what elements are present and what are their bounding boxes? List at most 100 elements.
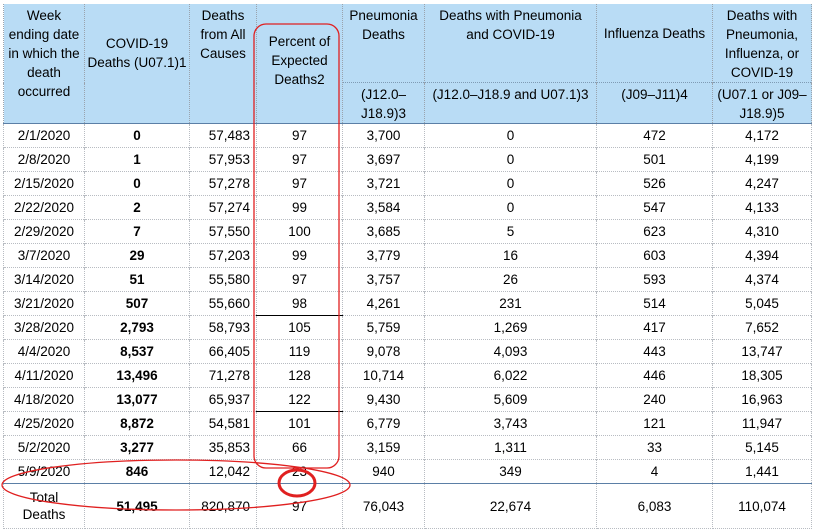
pneumonia-covid-deaths-cell: 6,022 (424, 363, 597, 388)
combined-deaths-cell: 4,310 (712, 219, 812, 244)
pneumonia-deaths-cell: 5,759 (342, 315, 425, 340)
total-combined-deaths-cell: 110,074 (712, 483, 812, 529)
influenza-deaths-cell: 593 (596, 267, 713, 292)
table-row: 2/22/2020 2 57,274 99 3,584 0 547 4,133 (3, 195, 812, 220)
influenza-deaths-cell: 121 (596, 411, 713, 436)
percent-expected-cell: 100 (256, 219, 343, 244)
week-date-cell: 4/18/2020 (3, 387, 85, 412)
combined-deaths-cell: 11,947 (712, 411, 812, 436)
week-date-cell: 2/22/2020 (3, 195, 85, 220)
week-date-cell: 2/15/2020 (3, 171, 85, 196)
covid-deaths-cell: 846 (84, 459, 190, 484)
covid-deaths-table-view: Week ending date in which the death occu… (1, 4, 812, 529)
all-causes-header: Deaths from All Causes (189, 4, 257, 124)
total-all-causes-deaths-cell: 820,870 (189, 483, 257, 529)
combined-deaths-cell: 13,747 (712, 339, 812, 364)
covid-deaths-cell: 507 (84, 291, 190, 316)
pneumonia-covid-deaths-cell: 0 (424, 123, 597, 148)
covid-deaths-cell: 8,537 (84, 339, 190, 364)
pneumonia-deaths-cell: 940 (342, 459, 425, 484)
influenza-deaths-cell: 472 (596, 123, 713, 148)
pneumonia-deaths-cell: 3,697 (342, 147, 425, 172)
influenza-deaths-cell: 33 (596, 435, 713, 460)
influenza-deaths-cell: 526 (596, 171, 713, 196)
covid-deaths-header: COVID-19 Deaths (U07.1)1 (84, 4, 190, 124)
pneumonia-covid-deaths-cell: 3,743 (424, 411, 597, 436)
percent-expected-cell: 98 (256, 291, 343, 316)
percent-expected-cell: 99 (256, 243, 343, 268)
all-causes-deaths-cell: 57,953 (189, 147, 257, 172)
week-date-cell: 3/21/2020 (3, 291, 85, 316)
all-causes-deaths-cell: 35,853 (189, 435, 257, 460)
table-body: 2/1/2020 0 57,483 97 3,700 0 472 4,172 2/8/2020 1… (3, 123, 812, 529)
covid-deaths-cell: 1 (84, 147, 190, 172)
covid-deaths-cell: 3,277 (84, 435, 190, 460)
table-header: Week ending date in which the death occu… (3, 4, 812, 124)
covid-deaths-cell: 7 (84, 219, 190, 244)
table-row: 2/8/2020 1 57,953 97 3,697 0 501 4,199 (3, 147, 812, 172)
percent-expected-cell: 105 (256, 315, 343, 340)
table-row: 4/4/2020 8,537 66,405 119 9,078 4,093 443 13,74… (3, 339, 812, 364)
influenza-deaths-cell: 501 (596, 147, 713, 172)
pneumonia-deaths-cell: 3,159 (342, 435, 425, 460)
combined-deaths-cell: 5,045 (712, 291, 812, 316)
table-row: 2/1/2020 0 57,483 97 3,700 0 472 4,172 (3, 123, 812, 148)
pneumonia-deaths-cell: 4,261 (342, 291, 425, 316)
table-row: 4/25/2020 8,872 54,581 101 6,779 3,743 121 11,9… (3, 411, 812, 436)
pneumonia-covid-deaths-cell: 0 (424, 147, 597, 172)
total-week-date-cell: Total Deaths (3, 483, 85, 529)
total-row: Total Deaths 51,495 820,870 97 76,043 22,674 6… (3, 483, 812, 529)
table-row: 5/9/2020 846 12,042 23 940 349 4 1,441 (3, 459, 812, 484)
weekly-deaths-table: Week ending date in which the death occu… (3, 4, 812, 529)
all-causes-deaths-cell: 57,274 (189, 195, 257, 220)
table-row: 3/28/2020 2,793 58,793 105 5,759 1,269 417 7,65… (3, 315, 812, 340)
pneumonia-header: Pneumonia Deaths (342, 4, 425, 83)
pneumonia-deaths-cell: 3,779 (342, 243, 425, 268)
percent-expected-cell: 99 (256, 195, 343, 220)
pneumonia-covid-deaths-cell: 16 (424, 243, 597, 268)
week-date-cell: 4/11/2020 (3, 363, 85, 388)
pneumonia-deaths-cell: 3,685 (342, 219, 425, 244)
pneumonia-covid-deaths-cell: 1,311 (424, 435, 597, 460)
covid-deaths-cell: 0 (84, 123, 190, 148)
percent-expected-cell: 122 (256, 387, 343, 412)
pneumonia-covid-deaths-cell: 0 (424, 195, 597, 220)
influenza-deaths-cell: 446 (596, 363, 713, 388)
week-date-cell: 3/14/2020 (3, 267, 85, 292)
table-row: 4/18/2020 13,077 65,937 122 9,430 5,609 240 16,… (3, 387, 812, 412)
week-date-cell: 2/1/2020 (3, 123, 85, 148)
influenza-deaths-cell: 514 (596, 291, 713, 316)
covid-deaths-cell: 8,872 (84, 411, 190, 436)
percent-expected-cell: 97 (256, 123, 343, 148)
all-causes-deaths-cell: 57,203 (189, 243, 257, 268)
covid-deaths-cell: 29 (84, 243, 190, 268)
percent-expected-cell: 128 (256, 363, 343, 388)
table-row: 4/11/2020 13,496 71,278 128 10,714 6,022 446 18… (3, 363, 812, 388)
percent-expected-cell: 66 (256, 435, 343, 460)
week-date-cell: 4/25/2020 (3, 411, 85, 436)
pneumonia-covid-codes: (J12.0–J18.9 and U07.1)3 (424, 82, 597, 124)
percent-expected-cell: 23 (256, 459, 343, 484)
week-date-cell: 3/28/2020 (3, 315, 85, 340)
table-row: 5/2/2020 3,277 35,853 66 3,159 1,311 33 5,145 (3, 435, 812, 460)
pneumonia-deaths-cell: 3,700 (342, 123, 425, 148)
pneumonia-covid-deaths-cell: 1,269 (424, 315, 597, 340)
covid-deaths-cell: 51 (84, 267, 190, 292)
pneumonia-deaths-cell: 3,584 (342, 195, 425, 220)
week-date-cell: 2/29/2020 (3, 219, 85, 244)
all-causes-deaths-cell: 71,278 (189, 363, 257, 388)
pneumonia-covid-header: Deaths with Pneumonia and COVID-19 (424, 4, 597, 83)
combined-deaths-cell: 16,963 (712, 387, 812, 412)
total-influenza-deaths-cell: 6,083 (596, 483, 713, 529)
week-ending-header: Week ending date in which the death occu… (3, 4, 85, 124)
combined-deaths-cell: 4,394 (712, 243, 812, 268)
pneumonia-deaths-cell: 9,078 (342, 339, 425, 364)
table-row: 2/29/2020 7 57,550 100 3,685 5 623 4,310 (3, 219, 812, 244)
combined-codes: (U07.1 or J09–J18.9)5 (712, 82, 812, 124)
percent-expected-cell: 101 (256, 411, 343, 436)
covid-deaths-cell: 0 (84, 171, 190, 196)
covid-deaths-cell: 13,077 (84, 387, 190, 412)
week-date-cell: 2/8/2020 (3, 147, 85, 172)
week-date-cell: 3/7/2020 (3, 243, 85, 268)
pneumonia-deaths-cell: 3,757 (342, 267, 425, 292)
